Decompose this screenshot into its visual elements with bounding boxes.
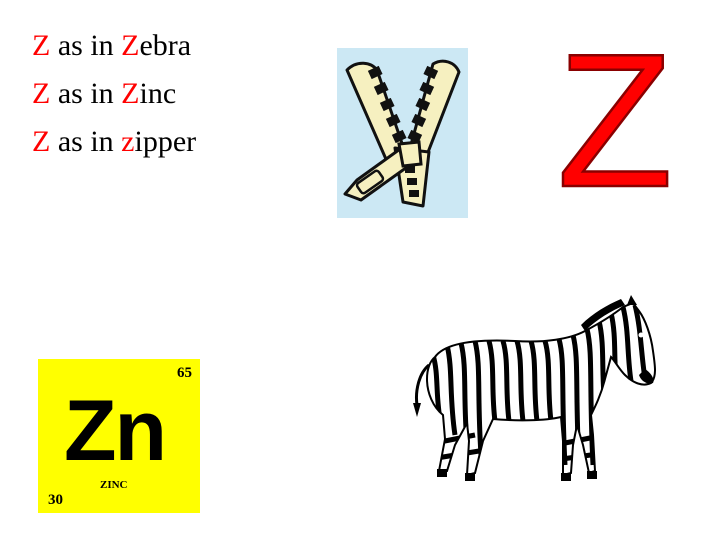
letter-z: Z <box>32 29 51 62</box>
word-initial: Z <box>121 29 140 62</box>
atomic-number: 30 <box>48 492 63 508</box>
word-rest: inc <box>139 77 177 110</box>
phrase-line-zinc: Z as in Zinc <box>32 70 196 118</box>
atomic-mass: 65 <box>177 365 192 381</box>
phrase-middle: as in <box>50 125 122 158</box>
element-tile-zinc: 65 Zn ZINC 30 <box>38 359 200 513</box>
word-initial: z <box>121 125 135 158</box>
phrase-list: Z as in Zebra Z as in Zinc Z as in zippe… <box>32 22 196 166</box>
phrase-middle: as in <box>50 77 122 110</box>
element-name: ZINC <box>100 479 128 491</box>
letter-z: Z <box>32 125 51 158</box>
phrase-middle: as in <box>50 29 122 62</box>
element-symbol: Zn <box>64 383 167 479</box>
word-rest: ipper <box>134 125 197 158</box>
big-letter-z-text: Z <box>557 38 673 198</box>
letter-z: Z <box>32 77 51 110</box>
big-letter-z: Z <box>556 38 675 198</box>
word-initial: Z <box>121 77 140 110</box>
phrase-line-zipper: Z as in zipper <box>32 118 196 166</box>
zipper-picture <box>337 48 468 218</box>
phrase-line-zebra: Z as in Zebra <box>32 22 196 70</box>
word-rest: ebra <box>139 29 192 62</box>
zebra-picture <box>413 295 656 481</box>
